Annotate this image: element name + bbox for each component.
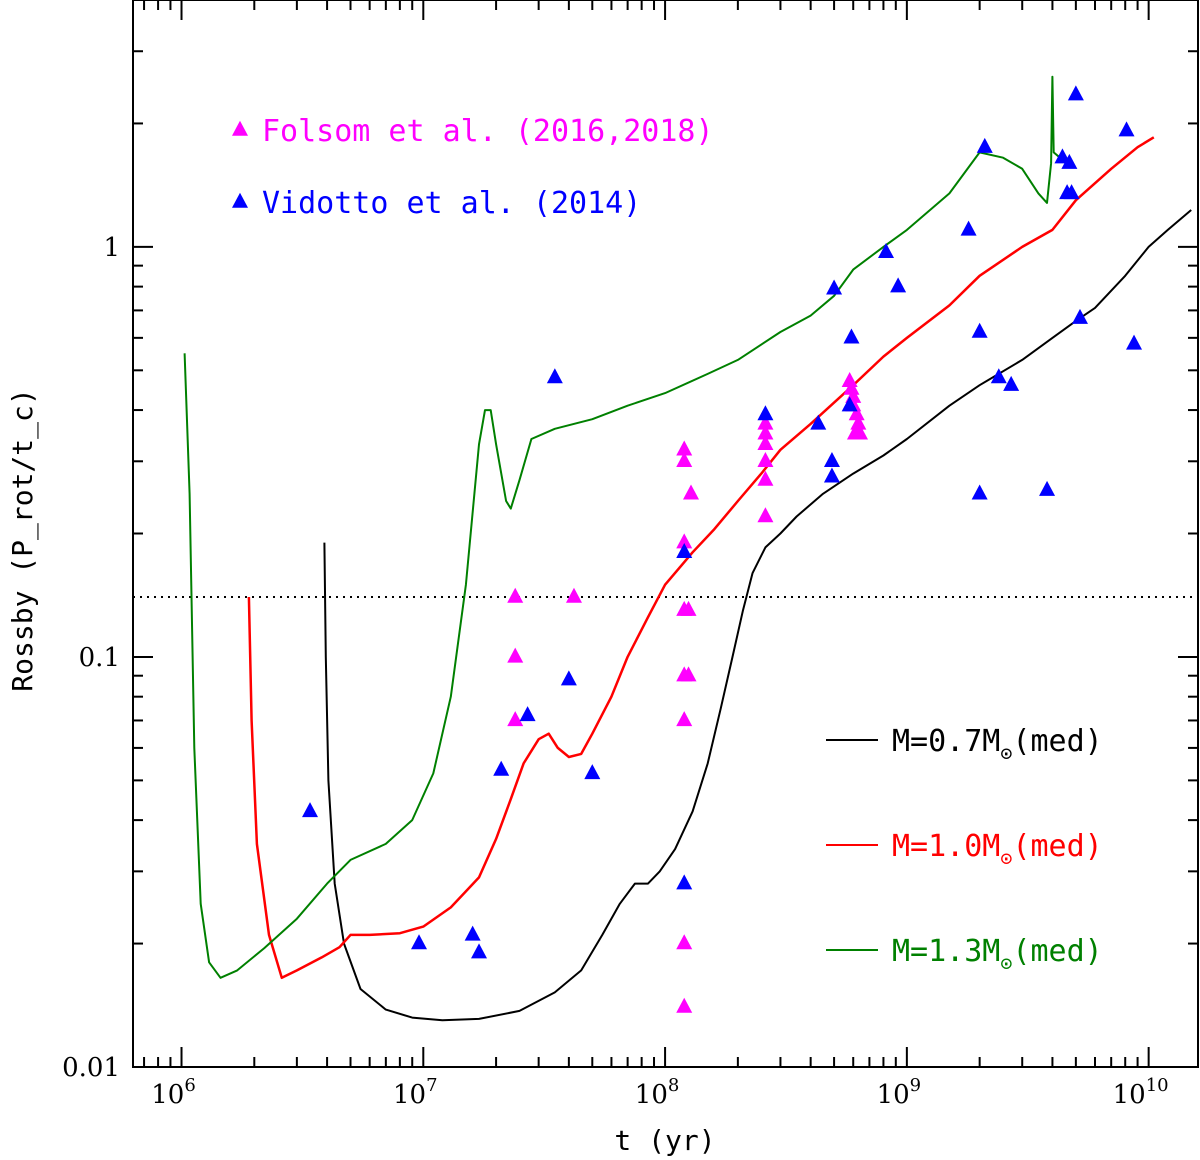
vidotto-point (826, 279, 843, 295)
folsom-point (848, 405, 865, 421)
vidotto-point (1063, 184, 1080, 200)
x-tick-label: 107 (393, 1075, 438, 1110)
model-legend-label: M=1.0M⊙(med) (892, 829, 1103, 870)
folsom-point (680, 666, 697, 682)
vidotto-point (1071, 308, 1088, 324)
folsom-point (757, 424, 774, 440)
folsom-point (852, 424, 869, 440)
vidotto-point (976, 137, 993, 153)
legend-marker (232, 120, 248, 136)
vidotto-point (1067, 85, 1084, 101)
vidotto-point (676, 874, 693, 890)
folsom-point (841, 372, 858, 388)
folsom-point (757, 507, 774, 523)
folsom-point (757, 451, 774, 467)
vidotto-point (841, 396, 858, 412)
vidotto-point (493, 760, 510, 776)
legend-label: Vidotto et al. (2014) (262, 186, 641, 221)
vidotto-point (960, 220, 977, 236)
folsom-point (676, 451, 693, 467)
vidotto-point (843, 328, 860, 344)
vidotto-point (1003, 375, 1020, 391)
vidotto-point (1061, 153, 1078, 169)
vidotto-point (519, 706, 536, 722)
folsom-point (676, 711, 693, 727)
legend-label: Folsom et al. (2016,2018) (262, 114, 714, 149)
model-curve-1 (247, 136, 1155, 980)
vidotto-point (302, 802, 319, 818)
folsom-point (680, 600, 697, 616)
vidotto-point (757, 405, 774, 421)
folsom-point (507, 647, 524, 663)
folsom-point (757, 435, 774, 451)
vidotto-point (823, 451, 840, 467)
y-axis-title: Rossby (P_rot/t_c) (6, 388, 40, 691)
folsom-point (757, 470, 774, 486)
model-curve-0 (323, 209, 1192, 1022)
folsom-point (757, 414, 774, 430)
x-tick-label: 1010 (1113, 1075, 1169, 1110)
model-legend: M=0.7M⊙(med) M=1.0M⊙(med) M=1.3M⊙(med) (826, 724, 1103, 975)
folsom-point (507, 711, 524, 727)
folsom-point (843, 379, 860, 395)
vidotto-point (584, 764, 601, 780)
model-legend-label: M=0.7M⊙(med) (892, 724, 1103, 765)
x-tick-label: 109 (877, 1075, 922, 1110)
vidotto-point (1039, 480, 1056, 496)
vidotto-point (464, 925, 481, 941)
folsom-point (676, 440, 693, 456)
folsom-point (676, 533, 693, 549)
model-curve-2 (183, 75, 1061, 979)
folsom-point (683, 484, 700, 500)
scatter-points (302, 85, 1143, 1013)
vidotto-point (560, 670, 577, 686)
vidotto-point (810, 414, 827, 430)
legend-marker (232, 192, 248, 208)
vidotto-point (676, 542, 693, 558)
x-axis-title: t (yr) (614, 1124, 715, 1157)
axis-ticks (133, 0, 1198, 1068)
y-tick-label: 0.01 (62, 1053, 120, 1083)
folsom-point (676, 997, 693, 1013)
folsom-point (676, 934, 693, 950)
x-tick-label: 108 (635, 1075, 680, 1110)
vidotto-point (971, 322, 988, 338)
vidotto-point (546, 368, 563, 384)
vidotto-point (971, 484, 988, 500)
model-curves (183, 75, 1192, 1022)
x-tick-labels: 106 107 108 109 1010 (151, 1075, 1168, 1110)
vidotto-point (411, 934, 428, 950)
folsom-point (565, 587, 582, 603)
vidotto-point (1118, 121, 1135, 137)
vidotto-point (890, 277, 907, 293)
folsom-point (507, 587, 524, 603)
vidotto-point (878, 243, 895, 259)
x-tick-label: 106 (151, 1075, 196, 1110)
legend: Folsom et al. (2016,2018) Vidotto et al. … (232, 114, 714, 221)
y-tick-labels: 0.01 0.1 1 (62, 233, 120, 1083)
model-legend-label: M=1.3M⊙(med) (892, 934, 1103, 975)
vidotto-point (471, 943, 488, 959)
plot-frame (132, 0, 1199, 1068)
vidotto-point (1126, 334, 1143, 350)
vidotto-point (990, 368, 1007, 384)
y-tick-label: 1 (103, 233, 120, 263)
vidotto-point (823, 467, 840, 483)
y-tick-label: 0.1 (79, 643, 120, 673)
